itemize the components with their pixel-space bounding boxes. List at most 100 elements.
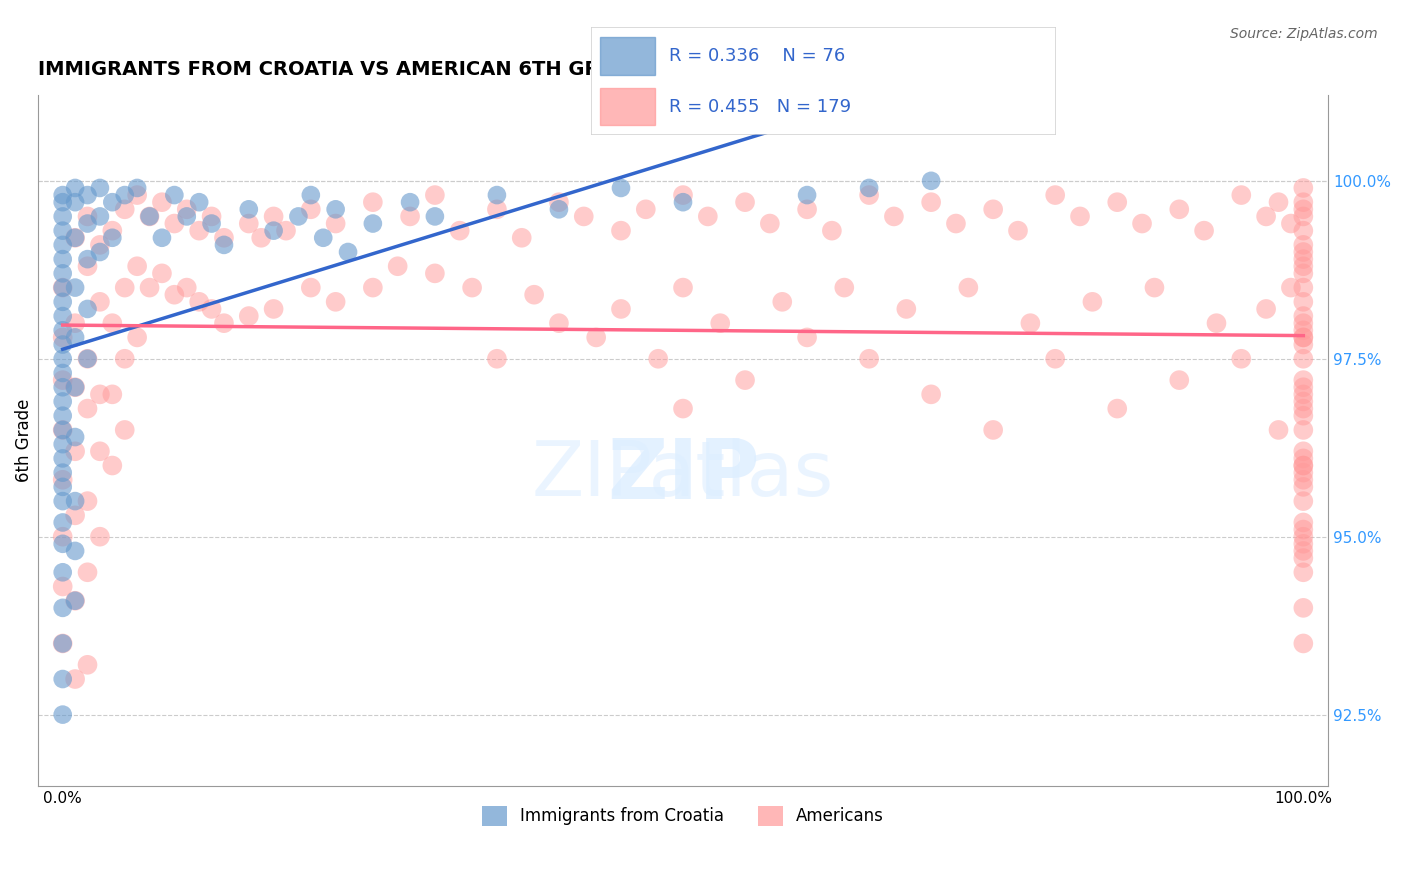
Point xyxy=(709,316,731,330)
Point xyxy=(1292,202,1315,217)
Point xyxy=(138,210,160,224)
Point xyxy=(63,231,86,245)
Point xyxy=(485,188,508,202)
Point xyxy=(325,217,347,231)
Point xyxy=(76,401,98,416)
Point xyxy=(52,537,75,551)
Point xyxy=(920,195,942,210)
Point xyxy=(299,202,322,217)
Point xyxy=(127,259,149,273)
Point xyxy=(114,188,136,202)
Point xyxy=(52,238,75,252)
Point xyxy=(52,423,75,437)
Point xyxy=(52,409,75,423)
Point xyxy=(52,323,75,337)
Point xyxy=(52,437,75,451)
Point xyxy=(101,316,124,330)
Point xyxy=(52,636,75,650)
Point xyxy=(101,231,124,245)
Point xyxy=(858,181,880,195)
Point xyxy=(188,224,211,238)
Point xyxy=(52,451,75,466)
Point xyxy=(89,181,111,195)
Point xyxy=(63,444,86,458)
Point xyxy=(52,366,75,380)
Point xyxy=(76,494,98,508)
Point xyxy=(920,174,942,188)
Point xyxy=(176,202,198,217)
Point xyxy=(299,188,322,202)
Point xyxy=(1292,530,1315,544)
Point xyxy=(89,444,111,458)
Point xyxy=(1205,316,1227,330)
Point xyxy=(89,238,111,252)
Point xyxy=(1292,494,1315,508)
Point xyxy=(1292,280,1315,294)
Point xyxy=(263,224,285,238)
Point xyxy=(1292,210,1315,224)
Point xyxy=(76,259,98,273)
Point xyxy=(63,593,86,607)
Text: ZIP: ZIP xyxy=(607,434,759,516)
Point xyxy=(1081,294,1104,309)
Point xyxy=(312,231,335,245)
Point xyxy=(1279,280,1302,294)
Point xyxy=(76,351,98,366)
Point xyxy=(399,195,422,210)
Point xyxy=(1292,387,1315,401)
Point xyxy=(1019,316,1042,330)
Point xyxy=(76,657,98,672)
Point xyxy=(238,202,260,217)
Point xyxy=(610,181,633,195)
Text: R = 0.336    N = 76: R = 0.336 N = 76 xyxy=(669,46,845,64)
Point xyxy=(63,181,86,195)
Point xyxy=(1279,217,1302,231)
Point xyxy=(981,202,1004,217)
Point xyxy=(52,210,75,224)
Point xyxy=(63,280,86,294)
Point xyxy=(399,210,422,224)
Point xyxy=(52,373,75,387)
Point xyxy=(76,252,98,266)
Point xyxy=(832,280,855,294)
Point xyxy=(759,217,782,231)
Point xyxy=(63,508,86,523)
Point xyxy=(1292,323,1315,337)
Point xyxy=(52,252,75,266)
Point xyxy=(461,280,484,294)
Point xyxy=(858,351,880,366)
Point xyxy=(200,217,222,231)
Point xyxy=(274,224,297,238)
Point xyxy=(1292,523,1315,537)
Point xyxy=(200,301,222,316)
Point xyxy=(52,280,75,294)
Point xyxy=(127,181,149,195)
Point xyxy=(1292,259,1315,273)
Point xyxy=(63,195,86,210)
Point xyxy=(1292,444,1315,458)
Point xyxy=(734,373,756,387)
Point xyxy=(734,195,756,210)
Point xyxy=(1292,316,1315,330)
Point xyxy=(647,351,669,366)
Point xyxy=(1007,224,1029,238)
Point xyxy=(1292,451,1315,466)
Point xyxy=(1130,217,1153,231)
Point xyxy=(1292,309,1315,323)
Point xyxy=(821,224,844,238)
Point xyxy=(361,217,384,231)
Point xyxy=(52,516,75,530)
Point xyxy=(238,309,260,323)
Point xyxy=(325,202,347,217)
Point xyxy=(52,530,75,544)
Point xyxy=(163,217,186,231)
Point xyxy=(1292,181,1315,195)
Point xyxy=(1292,224,1315,238)
Point xyxy=(52,294,75,309)
Point xyxy=(796,330,818,344)
Point xyxy=(672,188,695,202)
Point xyxy=(1043,351,1066,366)
Point xyxy=(920,387,942,401)
Point xyxy=(1292,473,1315,487)
Point xyxy=(1230,188,1253,202)
